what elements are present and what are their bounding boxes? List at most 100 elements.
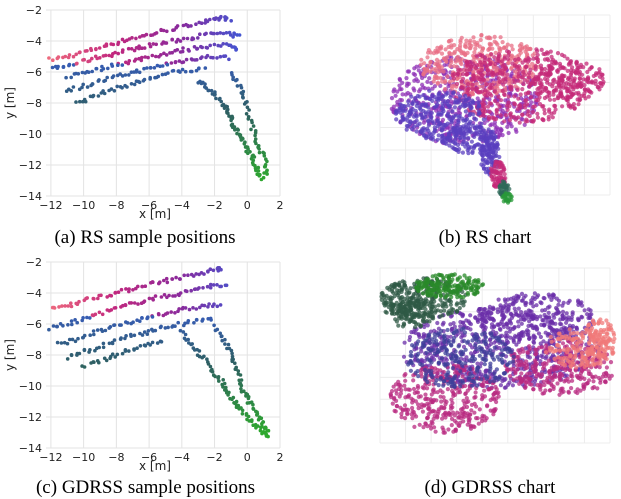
embedding-point <box>482 388 487 393</box>
embedding-point <box>574 60 579 65</box>
embedding-point <box>600 320 605 326</box>
embedding-point <box>525 112 530 117</box>
sample-point <box>126 61 131 66</box>
embedding-point <box>536 91 541 96</box>
embedding-point <box>487 135 492 141</box>
sample-point <box>137 46 141 51</box>
x-tick-label: −2 <box>206 199 222 212</box>
embedding-point <box>593 328 598 333</box>
embedding-point <box>502 385 507 390</box>
embedding-point <box>526 332 531 337</box>
embedding-point <box>451 336 457 341</box>
embedding-point <box>549 326 554 331</box>
embedding-point <box>560 313 565 318</box>
embedding-point <box>505 124 510 129</box>
embedding-point <box>477 407 482 412</box>
embedding-point <box>593 374 598 379</box>
embedding-point <box>415 358 420 363</box>
embedding-point <box>479 361 484 366</box>
embedding-point <box>438 388 443 393</box>
embedding-point <box>580 334 586 339</box>
sample-point <box>222 106 227 110</box>
embedding-point <box>556 67 561 72</box>
embedding-point <box>519 42 524 47</box>
embedding-point <box>429 115 434 120</box>
embedding-point <box>486 127 491 132</box>
embedding-point <box>449 397 454 402</box>
sample-point <box>103 328 108 333</box>
embedding-point <box>432 332 437 337</box>
sample-point <box>256 165 261 170</box>
sample-point <box>186 47 191 52</box>
embedding-point <box>525 119 530 124</box>
embedding-point <box>546 310 551 315</box>
sample-point <box>100 329 105 333</box>
sample-point <box>96 94 101 98</box>
embedding-point <box>488 42 493 47</box>
embedding-point <box>564 320 569 325</box>
embedding-point <box>512 306 517 311</box>
embedding-point <box>568 364 574 369</box>
sample-point <box>120 351 125 356</box>
sample-point <box>218 96 222 101</box>
sample-point <box>110 64 115 68</box>
embedding-point <box>441 139 446 144</box>
sample-point <box>165 62 170 67</box>
embedding-point <box>413 330 418 335</box>
embedding-point <box>484 416 489 421</box>
sample-point <box>212 93 217 97</box>
sample-point <box>173 294 177 298</box>
embedding-point <box>553 311 558 316</box>
sample-point <box>126 46 131 51</box>
embedding-point <box>439 356 445 361</box>
embedding-point <box>419 349 424 354</box>
embedding-point <box>454 133 459 138</box>
embedding-point <box>526 59 531 64</box>
sample-point <box>206 362 211 366</box>
embedding-point <box>602 360 607 365</box>
sample-point <box>200 355 204 360</box>
sample-point <box>115 84 119 89</box>
sample-point <box>257 147 261 151</box>
sample-point <box>177 307 181 311</box>
embedding-point <box>468 412 473 417</box>
sample-point <box>262 426 267 431</box>
sample-point <box>134 36 138 41</box>
embedding-point <box>541 318 546 323</box>
sample-point <box>229 19 233 23</box>
embedding-point <box>568 331 573 336</box>
sample-point <box>105 75 109 80</box>
sample-point <box>147 296 152 301</box>
embedding-point <box>579 362 585 367</box>
y-tick-label: −2 <box>26 256 42 269</box>
embedding-point <box>492 397 497 402</box>
embedding-point <box>467 42 472 47</box>
embedding-point <box>489 122 494 127</box>
sample-point <box>173 60 178 64</box>
sample-point <box>186 23 190 28</box>
sample-point <box>161 28 166 33</box>
embedding-point <box>492 183 497 188</box>
sample-point <box>174 275 178 280</box>
sample-point <box>74 52 78 57</box>
sample-point <box>242 389 246 393</box>
y-tick-label: −4 <box>26 35 42 48</box>
embedding-point <box>471 77 476 82</box>
sample-point <box>88 348 92 352</box>
embedding-point <box>569 70 574 75</box>
embedding-point <box>571 357 576 362</box>
scatter-plot-rs-positions: −12 −10 −8 −6 −4 −2 0 2−2−4−6−8−10−12−14x [m]y … <box>3 4 284 221</box>
embedding-point <box>611 332 617 337</box>
x-tick-label: 0 <box>244 199 251 212</box>
panel-a-rs-positions: −12 −10 −8 −6 −4 −2 0 2 −2 −4 −6 −8 −10 −12 −14 x [m] y … <box>0 0 300 222</box>
sample-point <box>178 277 182 281</box>
embedding-point <box>510 383 515 388</box>
embedding-point <box>566 95 571 100</box>
embedding-point <box>533 64 538 69</box>
embedding-point <box>497 326 502 331</box>
sample-point <box>78 99 82 104</box>
embedding-point <box>431 51 436 56</box>
embedding-point <box>419 357 424 362</box>
embedding-point <box>480 393 485 398</box>
embedding-point <box>410 409 415 414</box>
